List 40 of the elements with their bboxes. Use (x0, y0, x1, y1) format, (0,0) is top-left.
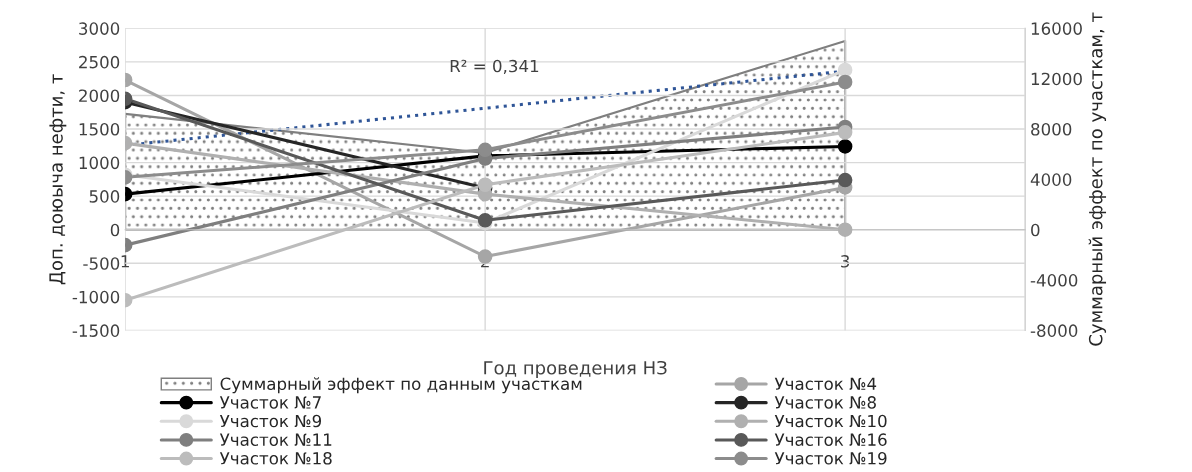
legend-label: Участок №9 (219, 414, 322, 428)
legend-label: Участок №8 (774, 396, 876, 409)
legend-label: Участок №4 (774, 377, 877, 391)
legend-label: Участок №16 (774, 433, 887, 446)
legend-label: Участок №19 (774, 452, 887, 465)
point (837, 125, 853, 140)
x-tick-label: 3 (841, 255, 850, 268)
y2-tick-label: -8000 (1030, 324, 1078, 337)
y-tick-label: -500 (83, 257, 120, 270)
y-tick-label: 1500 (79, 122, 120, 136)
x-axis-title: Год проведения НЗ (484, 360, 667, 379)
y2-tick-label: 8000 (1031, 122, 1072, 136)
legend-label: Участок №11 (219, 433, 332, 446)
legend-label: Участок №18 (219, 452, 332, 465)
y2-tick-label: 12000 (1031, 72, 1082, 86)
point (477, 249, 493, 264)
y-tick-label: -1500 (72, 324, 120, 337)
point (837, 62, 853, 78)
y-tick-label: 500 (89, 190, 120, 203)
y2-tick-label: -4000 (1030, 274, 1078, 287)
y-axis-title: Доп. доюыча нефти, т (49, 74, 67, 285)
point (477, 142, 493, 158)
legend-label: Суммарный эффект по данным участкам (220, 377, 582, 394)
point (837, 74, 853, 90)
y-tick-label: 3000 (79, 22, 120, 35)
legend-label: Участок №10 (774, 414, 887, 428)
y2-tick-label: 16000 (1031, 22, 1082, 35)
y2-axis-title: Суммарный эффект по участкам, т (1088, 12, 1107, 346)
annotation: R² = 0,341 (450, 59, 539, 75)
x-tick-label: 1 (121, 255, 129, 268)
y-tick-label: 2500 (79, 55, 120, 69)
y2-tick-label: 4000 (1030, 173, 1072, 186)
y-tick-label: 1000 (79, 156, 120, 170)
y-tick-label: -1000 (72, 290, 120, 304)
y2-tick-label: 0 (1031, 223, 1040, 237)
point (837, 172, 853, 188)
y-tick-label: 2000 (79, 89, 120, 103)
y-tick-label: 0 (110, 223, 120, 237)
legend-label: Участок №7 (219, 396, 321, 409)
point (837, 222, 853, 237)
